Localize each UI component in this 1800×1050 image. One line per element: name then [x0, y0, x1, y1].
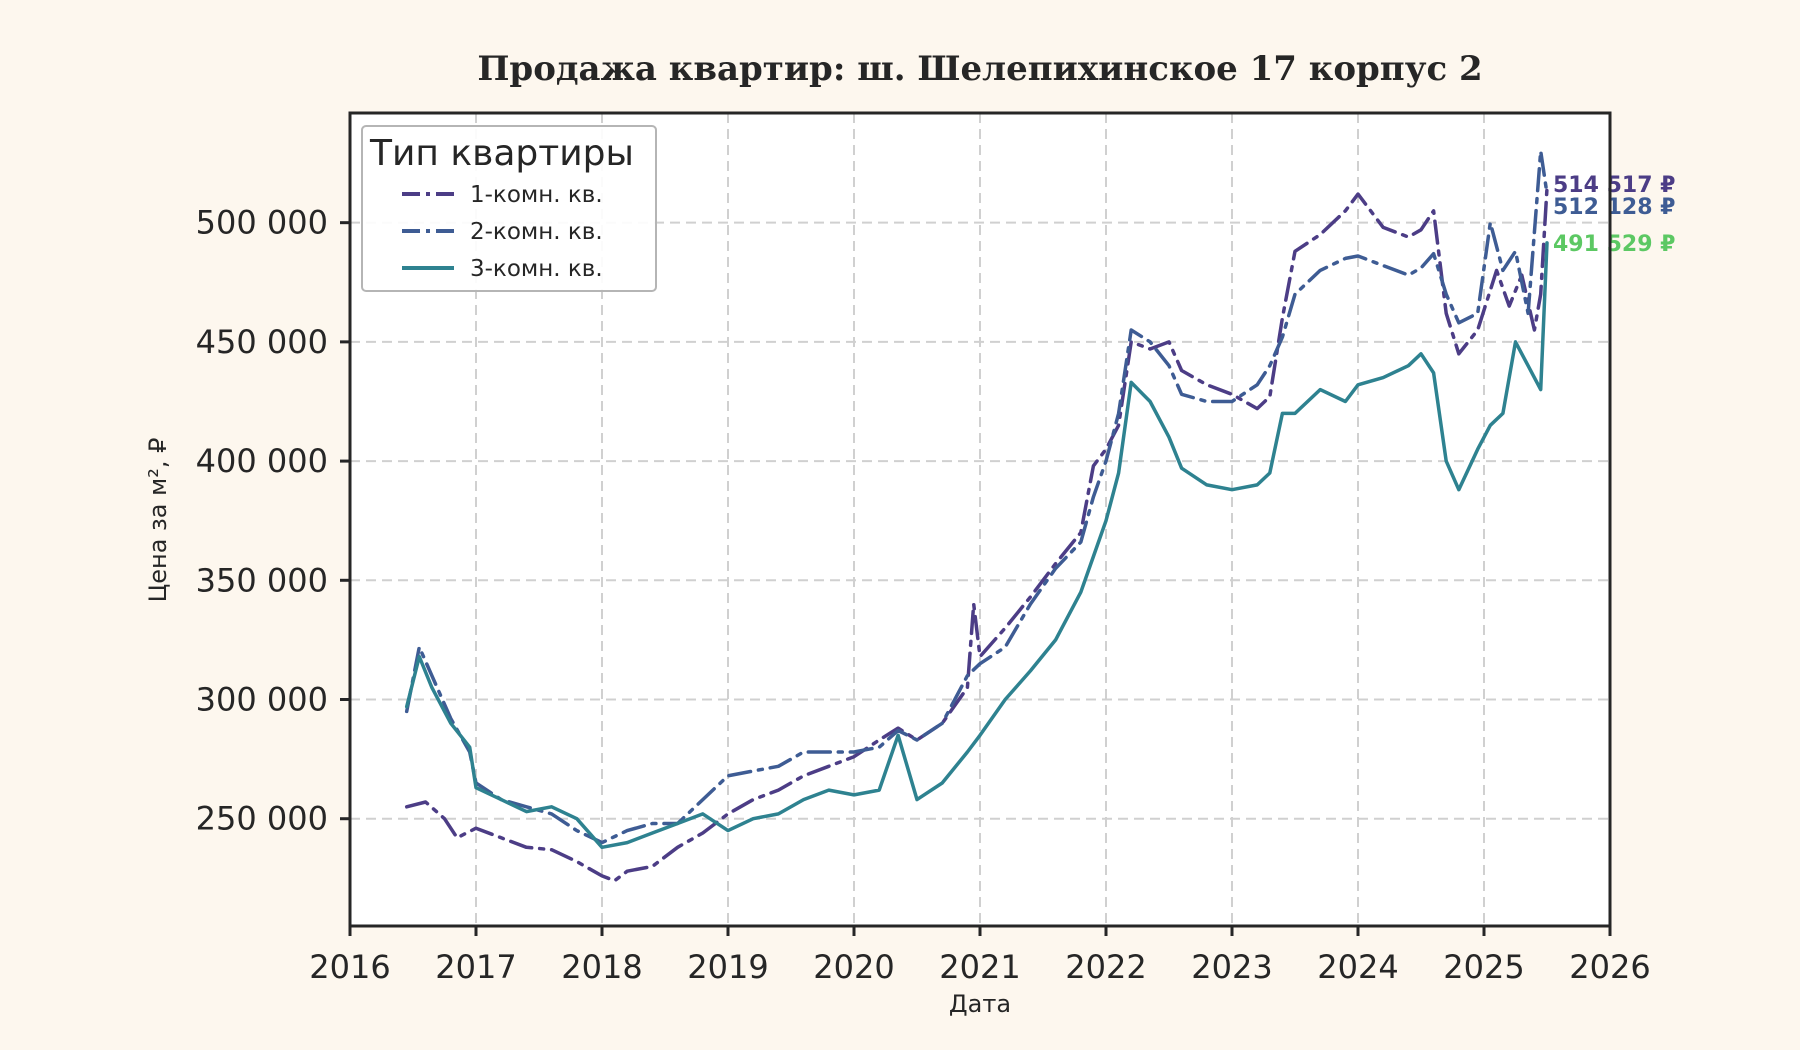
x-tick-label: 2024 [1317, 948, 1398, 986]
y-tick-label: 500 000 [196, 204, 328, 242]
legend-label-2: 2-комн. кв. [470, 219, 603, 245]
y-tick-label: 450 000 [196, 323, 328, 361]
end-label-2: 512 128 ₽ [1553, 195, 1675, 220]
x-tick-label: 2023 [1191, 948, 1272, 986]
y-tick-label: 250 000 [196, 800, 328, 838]
x-tick-label: 2022 [1065, 948, 1146, 986]
y-tick-label: 400 000 [196, 442, 328, 480]
legend-items: 1-комн. кв. 2-комн. кв. 3-комн. кв. [402, 182, 603, 282]
series-line-1 [404, 186, 1549, 883]
legend: Тип квартиры 1-комн. кв. 2-комн. кв. 3-ком… [361, 125, 657, 292]
x-tick-label: 2026 [1569, 948, 1650, 986]
x-tick-label: 2018 [561, 948, 642, 986]
x-tick-label: 2020 [813, 948, 894, 986]
end-label-3: 491 529 ₽ [1553, 232, 1675, 257]
y-tick-label: 350 000 [196, 561, 328, 599]
x-tick-label: 2025 [1443, 948, 1524, 986]
legend-box [361, 125, 657, 292]
chart-title: Продажа квартир: ш. Шелепихинское 17 кор… [477, 49, 1482, 89]
legend-title: Тип квартиры [369, 133, 634, 174]
x-tick-label: 2019 [687, 948, 768, 986]
end-label-1: 514 517 ₽ [1553, 173, 1675, 198]
x-axis-label: Дата [949, 990, 1011, 1018]
legend-label-3: 3-комн. кв. [470, 256, 603, 282]
y-axis-ticks: 250 000 300 000 350 000 400 000 450 000 500 0… [196, 204, 350, 838]
x-tick-label: 2021 [939, 948, 1020, 986]
series-line-3 [404, 241, 1549, 850]
y-tick-label: 300 000 [196, 681, 328, 719]
y-axis-label: Цена за м², ₽ [144, 438, 172, 603]
legend-label-1: 1-комн. кв. [470, 182, 603, 208]
series-layer [404, 149, 1549, 883]
x-axis-ticks: 2016 2017 2018 2019 2020 2021 2022 2023 2024 2025… [309, 926, 1651, 986]
end-labels: 514 517 ₽512 128 ₽ 491 529 ₽ [1553, 173, 1675, 257]
x-tick-label: 2016 [309, 948, 390, 986]
x-tick-label: 2017 [435, 948, 516, 986]
